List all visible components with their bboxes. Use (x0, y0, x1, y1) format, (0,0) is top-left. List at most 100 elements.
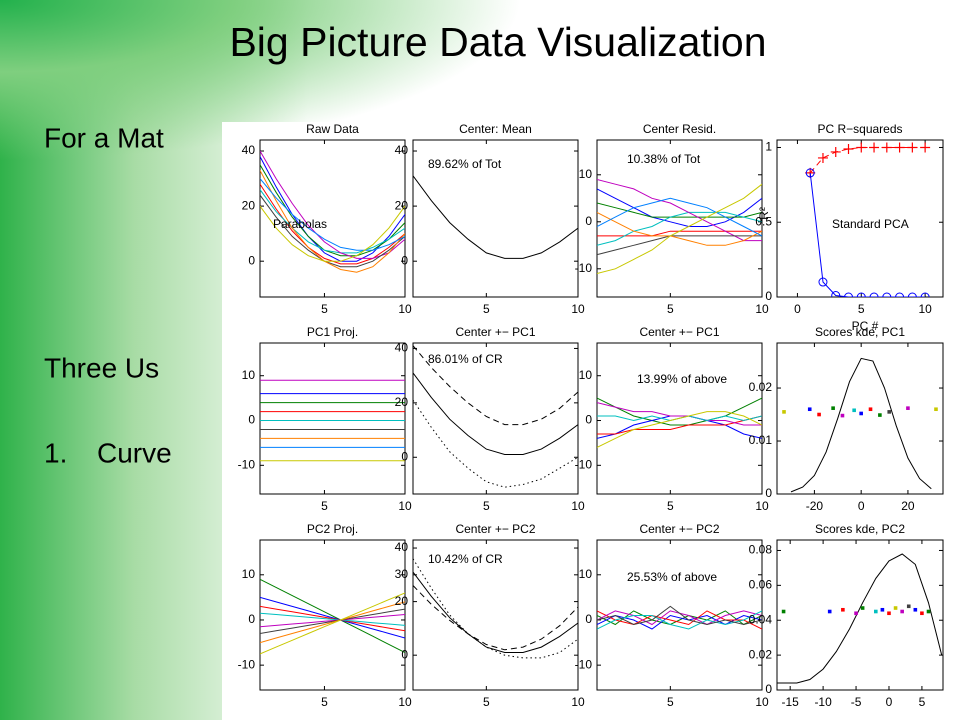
subplot-title: Center +− PC1 (639, 325, 719, 339)
x-tick-label: 10 (755, 695, 769, 709)
axes-frame (412, 139, 579, 298)
marker (900, 609, 904, 614)
subplot-title: Center +− PC1 (455, 325, 535, 339)
y-tick-label: 40 (395, 540, 409, 554)
x-tick-label: -15 (782, 695, 800, 709)
subplot: Center +− PC1 5 10 0 20 40 86.01% of CR (395, 325, 585, 513)
marker (817, 412, 821, 417)
series-line (597, 397, 762, 426)
annotation: 10.42% of CR (428, 552, 503, 566)
body-text: Curve (97, 437, 172, 468)
y-tick-label: 0 (585, 413, 592, 427)
marker (868, 407, 873, 412)
y-tick-label: -10 (575, 657, 593, 671)
marker (893, 606, 898, 610)
marker (831, 406, 835, 410)
axes-frame (596, 539, 763, 691)
y-tick-label: 0 (248, 253, 255, 267)
plot-area (413, 558, 578, 659)
subplot: PC2 Proj. 5 10 -10 0 10 (238, 522, 412, 709)
y-tick-label: 20 (242, 198, 256, 212)
subplot: Raw Data 5 10 0 20 40 Parabolas (242, 122, 412, 316)
marker (854, 611, 858, 616)
series-line (260, 592, 405, 655)
axes-frame (776, 139, 944, 298)
annotation: 89.62% of Tot (428, 157, 502, 171)
series-line (597, 411, 762, 448)
marker (907, 292, 917, 297)
y-tick-label: 10 (579, 368, 593, 382)
marker (878, 413, 882, 417)
marker (852, 408, 856, 413)
subplot-title: Raw Data (306, 122, 359, 136)
y-tick-label: 20 (395, 395, 409, 409)
series-line (260, 605, 405, 632)
subplot-title: Center Resid. (643, 122, 716, 136)
marker (844, 292, 854, 297)
series-line (597, 610, 762, 630)
subplot-title: Center +− PC2 (639, 522, 719, 536)
subplot-title: PC2 Proj. (307, 522, 358, 536)
marker (830, 146, 841, 157)
series-line (790, 357, 932, 493)
marker (881, 142, 892, 153)
x-axis-label: PC # (852, 319, 879, 333)
series-line (260, 170, 405, 273)
marker (860, 606, 865, 610)
axes-frame (776, 342, 944, 495)
plot-area (777, 553, 943, 684)
series-line (260, 614, 405, 628)
x-tick-label: 10 (571, 302, 585, 316)
y-tick-label: 0 (765, 486, 772, 500)
plot-area (597, 605, 762, 630)
series-line (260, 578, 405, 653)
marker (895, 292, 905, 297)
series-line (809, 147, 926, 174)
y-tick-label: 20 (395, 594, 409, 608)
series-line (260, 178, 405, 251)
series-line (597, 197, 762, 237)
y-tick-label: 0 (248, 413, 255, 427)
marker (920, 142, 931, 153)
marker (880, 607, 885, 612)
y-tick-label: 10 (579, 567, 593, 581)
y-tick-label: 0.06 (749, 578, 773, 592)
series-line (597, 183, 762, 274)
y-tick-label: 0.01 (749, 433, 773, 447)
annotation: Parabolas (273, 217, 327, 231)
marker (856, 292, 866, 297)
series-line (260, 194, 405, 268)
x-tick-label: 10 (398, 499, 412, 513)
y-tick-label: 10 (242, 368, 256, 382)
series-line (413, 345, 578, 426)
annotation: 10.38% of Tot (627, 152, 701, 166)
marker (781, 609, 786, 614)
marker (926, 609, 931, 614)
body-text: For a Mat (44, 122, 164, 153)
y-tick-label: 0 (248, 612, 255, 626)
series-line (413, 571, 578, 653)
series-line (597, 605, 762, 626)
axes-frame (412, 539, 579, 691)
x-tick-label: 0 (886, 695, 893, 709)
x-tick-label: 5 (667, 499, 674, 513)
series-line (413, 585, 578, 651)
marker (913, 607, 918, 612)
x-tick-label: 0 (794, 302, 801, 316)
subplot-title: Scores kde, PC1 (815, 325, 905, 339)
x-tick-label: 5 (321, 499, 328, 513)
y-tick-label: 10 (242, 567, 256, 581)
y-axis-label: R² (757, 207, 771, 220)
marker (894, 142, 905, 153)
marker (869, 142, 880, 153)
y-tick-label: 0.02 (749, 647, 773, 661)
axes-frame (259, 342, 406, 495)
x-tick-label: 5 (483, 499, 490, 513)
subplot: Scores kde, PC1 -20 0 20 0 0.01 0.02 (749, 325, 944, 513)
x-tick-label: 5 (858, 302, 865, 316)
subplot: Center: Mean 5 10 0 20 40 89.62% of Tot (395, 122, 585, 316)
y-tick-label: -10 (238, 657, 256, 671)
